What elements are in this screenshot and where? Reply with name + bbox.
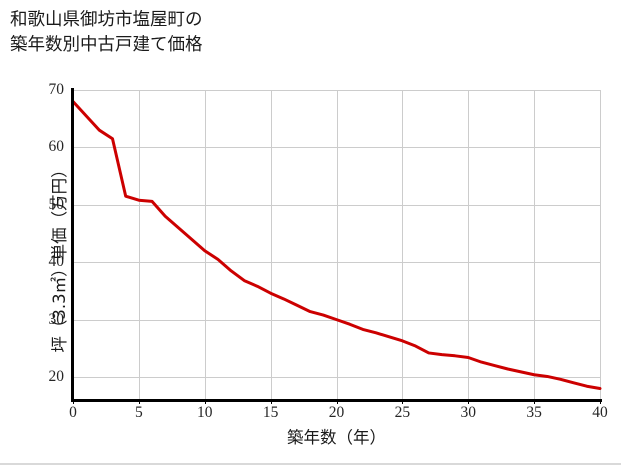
- y-tick-label-50: 50: [48, 195, 65, 213]
- plot-area: [71, 90, 602, 400]
- x-tick-label-25: 25: [394, 404, 411, 421]
- y-tick-label-20: 20: [48, 368, 65, 386]
- x-tick-label-30: 30: [460, 404, 477, 421]
- x-tick-mark-5: [138, 399, 140, 404]
- x-tick-mark-30: [468, 399, 470, 404]
- gridline-x-30: [468, 90, 470, 400]
- x-tick-mark-40: [600, 399, 601, 404]
- y-tick-label-30: 30: [48, 310, 65, 328]
- y-tick-label-70: 70: [48, 81, 65, 98]
- x-tick-mark-35: [534, 399, 536, 404]
- x-axis-label: 築年数（年）: [287, 428, 386, 447]
- gridline-x-25: [402, 90, 404, 400]
- x-tick-mark-25: [402, 399, 404, 404]
- x-tick-label-35: 35: [526, 404, 542, 421]
- gridline-x-20: [336, 90, 338, 400]
- x-tick-label-5: 5: [135, 404, 143, 421]
- gridline-x-15: [270, 90, 272, 400]
- chart-title: 和歌山県御坊市塩屋町の 築年数別中古戸建て価格: [10, 10, 203, 55]
- y-axis-label: 坪（3.3㎡）単価（万円）: [50, 161, 69, 353]
- series-line-layer: [71, 99, 602, 391]
- x-tick-label-10: 10: [197, 404, 213, 421]
- gridline-x-5: [138, 90, 140, 400]
- x-tick-mark-15: [270, 399, 272, 404]
- y-tick-label-40: 40: [48, 253, 65, 271]
- y-tick-label-60: 60: [48, 138, 65, 156]
- x-tick-label-20: 20: [328, 404, 345, 421]
- x-tick-mark-10: [204, 399, 206, 404]
- gridline-x-10: [204, 90, 206, 400]
- x-tick-label-40: 40: [592, 404, 608, 421]
- x-tick-label-0: 0: [69, 404, 77, 421]
- y-axis-line: [71, 88, 74, 402]
- gridline-x-35: [534, 90, 536, 400]
- x-tick-mark-20: [336, 399, 338, 404]
- x-tick-mark-0: [73, 399, 74, 404]
- gridline-x-40: [600, 90, 601, 400]
- x-tick-label-15: 15: [262, 404, 279, 421]
- price-line-series: [71, 99, 602, 391]
